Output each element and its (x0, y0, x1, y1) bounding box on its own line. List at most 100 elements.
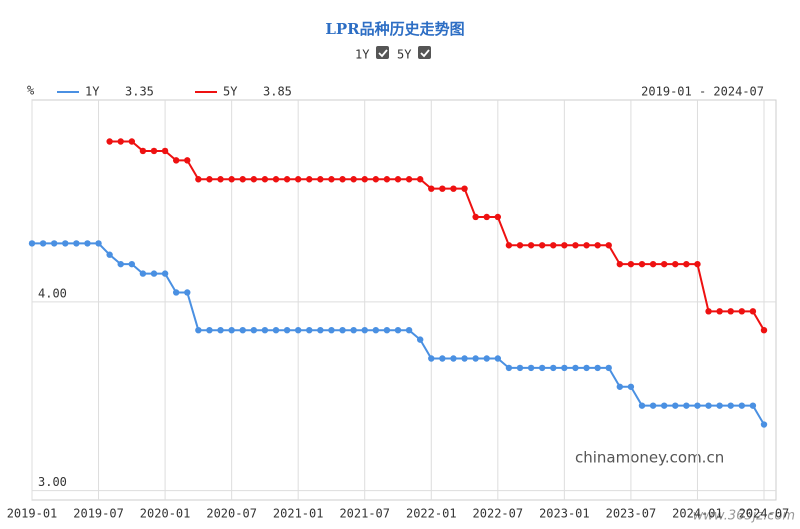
data-point (649, 402, 657, 409)
data-point (638, 260, 646, 268)
data-point (727, 308, 734, 315)
checkbox[interactable] (418, 46, 431, 59)
data-point (627, 260, 635, 268)
data-point (161, 270, 169, 277)
data-point (627, 383, 635, 390)
x-tick-label: 2020-01 (140, 507, 191, 521)
data-point (283, 326, 291, 334)
data-point (139, 147, 147, 155)
data-point (550, 364, 557, 372)
data-point (727, 402, 734, 409)
series-line (32, 242, 765, 426)
data-point (73, 240, 80, 247)
data-point (272, 326, 280, 334)
data-point (328, 176, 335, 183)
checkbox[interactable] (376, 46, 389, 59)
data-point (538, 364, 546, 372)
y-tick-label: 4.00 (38, 286, 67, 300)
data-point (572, 364, 579, 372)
data-point (239, 326, 246, 334)
data-point (505, 242, 513, 249)
data-point (317, 176, 324, 183)
check (378, 49, 388, 58)
x-tick-label: 2021-01 (273, 507, 324, 521)
data-point (106, 138, 113, 145)
data-point (594, 242, 601, 249)
data-point (616, 383, 624, 390)
data-point (250, 176, 258, 183)
data-point (428, 355, 435, 362)
check (420, 49, 430, 58)
data-point (616, 260, 624, 268)
data-point (306, 176, 313, 183)
data-point (605, 364, 612, 372)
data-point (416, 336, 424, 343)
data-point (372, 176, 380, 183)
data-point (206, 326, 213, 334)
data-point (117, 260, 124, 268)
data-point (605, 242, 612, 249)
data-point (184, 289, 191, 296)
data-point (705, 402, 712, 409)
data-point (439, 355, 446, 362)
y-axis-label: % (27, 84, 35, 98)
data-point (261, 176, 269, 183)
data-point (195, 176, 202, 183)
toggle-label[interactable]: 1Y (355, 48, 370, 62)
data-point (217, 176, 224, 183)
data-point (317, 326, 324, 334)
data-point (39, 240, 47, 247)
data-point (749, 308, 757, 315)
data-point (461, 355, 468, 362)
data-point (394, 176, 402, 183)
legend-value: 3.85 (263, 85, 292, 99)
data-point (516, 364, 524, 372)
data-point (472, 213, 479, 221)
data-point (738, 308, 746, 315)
data-point (749, 402, 757, 409)
data-point (716, 402, 723, 409)
data-point (594, 364, 601, 372)
toggle-label[interactable]: 5Y (397, 48, 412, 62)
data-point (439, 185, 446, 192)
data-point (694, 260, 701, 268)
data-point (638, 402, 646, 409)
date-range: 2019-01 - 2024-07 (641, 85, 764, 99)
data-point (694, 402, 701, 409)
data-point (217, 326, 224, 334)
data-point (683, 260, 690, 268)
data-point (250, 326, 258, 334)
data-point (483, 355, 490, 362)
data-point (272, 176, 280, 183)
legend-label: 1Y (85, 85, 100, 99)
data-point (450, 185, 457, 192)
x-tick-label: 2019-07 (73, 507, 124, 521)
chart-title: LPR品种历史走势图 (325, 20, 464, 38)
data-point (306, 326, 313, 334)
data-point (760, 421, 768, 428)
data-point (184, 157, 191, 164)
data-point (294, 176, 302, 183)
plot-area (31, 99, 777, 501)
data-point (760, 326, 768, 334)
data-point (228, 326, 235, 334)
data-point (583, 242, 590, 249)
x-tick-label: 2020-07 (206, 507, 257, 521)
data-point (339, 176, 346, 183)
x-tick-label: 2019-01 (7, 507, 58, 521)
data-point (239, 176, 246, 183)
data-point (128, 138, 136, 145)
data-point (683, 402, 690, 409)
data-point (550, 242, 557, 249)
data-point (527, 364, 535, 372)
data-point (261, 326, 269, 334)
data-point (383, 176, 391, 183)
data-point (50, 240, 58, 247)
data-point (128, 260, 136, 268)
data-point (294, 326, 302, 334)
data-point (416, 176, 424, 183)
data-point (339, 326, 346, 334)
data-point (538, 242, 546, 249)
x-tick-label: 2023-07 (606, 507, 657, 521)
